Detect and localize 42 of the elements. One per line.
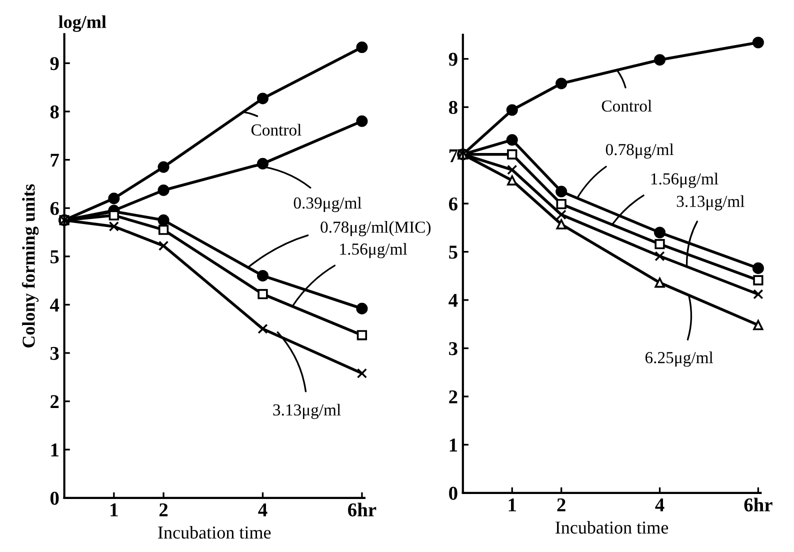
y-tick-label: 7 [50, 154, 59, 167]
annotation: 1.56μg/ml [340, 243, 408, 258]
annotation: 3.13μg/ml [676, 195, 744, 210]
annotation: 1.56μg/ml [651, 172, 718, 188]
x-tick-label: 6hr [348, 502, 376, 516]
y-tick-label: 6 [50, 202, 59, 216]
y-tick-label: 8 [448, 100, 458, 114]
y-tick-label: 6 [448, 197, 458, 211]
x-tick-label: 4 [655, 498, 664, 512]
y-axis-title: Colony forming units [22, 184, 39, 348]
y-tick-label: 2 [50, 395, 59, 408]
y-tick-label: 8 [50, 105, 59, 118]
text: log/ml [58, 15, 106, 32]
x-tick-label: 6hr [744, 498, 772, 512]
annotation: 0.39μg/ml [294, 196, 362, 212]
x-tick-label: 1 [508, 498, 516, 512]
y-tick-label: 5 [50, 250, 59, 264]
x-tick-label: 1 [110, 503, 118, 516]
y-tick-label: 4 [50, 298, 60, 312]
y-tick-label: 0 [50, 492, 59, 505]
y-tick-label: 9 [50, 57, 59, 70]
x-tick-label: 2 [159, 503, 168, 516]
y-tick-label: 0 [449, 486, 458, 500]
y-tick-label: 1 [450, 438, 458, 452]
y-tick-label: 7 [449, 149, 458, 162]
annotation: 0.78μg/ml(MIC) [320, 221, 431, 236]
annotation: 0.78μg/ml [606, 143, 674, 159]
y-tick-label: 1 [51, 444, 58, 456]
y-tick-label: 4 [448, 294, 458, 307]
y-tick-label: 5 [449, 246, 458, 259]
y-tick-label: 3 [449, 342, 458, 356]
annotation: 3.13μg/ml [273, 404, 341, 419]
x-tick-label: 2 [557, 498, 566, 512]
x-axis-title: Incubation time [158, 526, 271, 539]
y-tick-label: 2 [449, 390, 458, 404]
annotation: 6.25μg/ml [645, 352, 714, 367]
annotation: Control [602, 100, 652, 112]
y-tick-label: 3 [50, 346, 59, 360]
y-tick-label: 9 [448, 52, 458, 66]
annotation: Control [251, 124, 302, 136]
x-tick-label: 4 [258, 503, 268, 516]
x-axis-title: Incubation time [556, 520, 668, 534]
